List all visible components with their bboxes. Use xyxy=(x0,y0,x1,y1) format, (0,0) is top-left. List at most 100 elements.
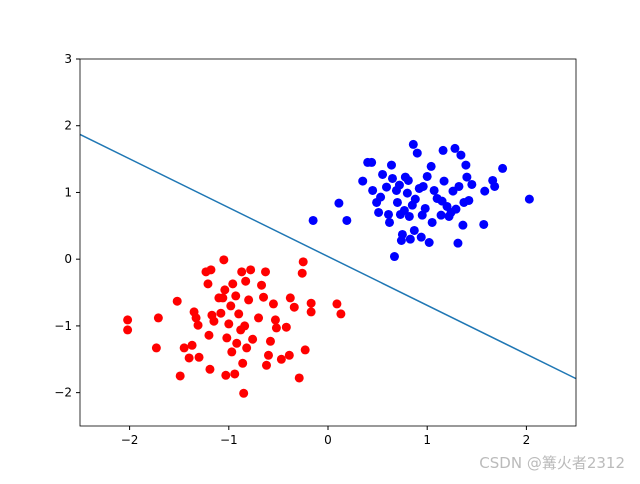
point xyxy=(224,319,234,329)
point xyxy=(416,232,426,242)
point xyxy=(257,280,267,290)
y-tick-label: −1 xyxy=(54,319,72,333)
x-tick-label: −2 xyxy=(121,433,139,447)
x-tick-label: 2 xyxy=(523,433,531,447)
point xyxy=(242,343,252,353)
point xyxy=(259,292,269,302)
point xyxy=(424,238,434,247)
point xyxy=(389,252,399,262)
point xyxy=(268,299,278,309)
point xyxy=(206,265,216,275)
point xyxy=(241,276,251,286)
y-tick-label: 0 xyxy=(64,252,72,266)
point xyxy=(204,330,214,340)
point xyxy=(230,369,240,379)
point xyxy=(179,343,189,353)
point xyxy=(172,296,182,306)
point xyxy=(151,343,161,353)
point xyxy=(378,169,388,179)
point xyxy=(384,209,394,219)
point xyxy=(246,265,256,275)
point xyxy=(298,257,308,267)
point xyxy=(263,350,273,360)
point xyxy=(222,333,232,343)
point xyxy=(265,336,275,346)
point xyxy=(458,220,468,230)
point xyxy=(490,181,500,191)
point xyxy=(439,176,449,186)
point xyxy=(306,298,316,308)
point xyxy=(342,215,352,225)
point xyxy=(226,301,236,311)
point xyxy=(408,139,418,149)
point xyxy=(203,279,213,289)
point xyxy=(232,338,242,348)
point xyxy=(194,352,204,362)
point xyxy=(308,215,318,225)
point xyxy=(374,207,384,217)
point xyxy=(240,321,250,331)
point xyxy=(450,143,460,153)
point xyxy=(284,350,294,360)
y-tick-label: −2 xyxy=(54,386,72,400)
point xyxy=(332,299,342,309)
point xyxy=(368,185,378,195)
point xyxy=(399,205,409,215)
point xyxy=(285,293,295,303)
point xyxy=(438,145,448,155)
point xyxy=(271,323,281,333)
y-tick-label: 1 xyxy=(64,185,72,199)
point xyxy=(387,173,397,183)
point xyxy=(404,211,414,221)
point xyxy=(410,194,420,204)
point xyxy=(219,255,229,265)
point xyxy=(248,334,258,344)
point xyxy=(451,204,461,214)
point xyxy=(306,307,316,317)
point xyxy=(376,192,386,202)
point xyxy=(294,373,304,383)
point xyxy=(276,354,286,364)
x-tick-label: 1 xyxy=(423,433,431,447)
point xyxy=(385,217,395,227)
point xyxy=(227,347,237,357)
point xyxy=(479,219,489,229)
watermark: CSDN @篝火者2312 xyxy=(479,454,625,472)
point xyxy=(394,180,404,190)
point xyxy=(297,268,307,278)
point xyxy=(234,309,244,319)
point xyxy=(205,364,215,374)
point xyxy=(397,229,407,239)
point xyxy=(231,291,241,301)
x-tick-label: −1 xyxy=(220,433,238,447)
point xyxy=(191,313,201,323)
point xyxy=(498,163,508,173)
point xyxy=(153,313,163,323)
point xyxy=(453,238,463,248)
point xyxy=(175,371,185,381)
point xyxy=(462,172,472,182)
point xyxy=(220,285,230,295)
point xyxy=(334,198,344,208)
point xyxy=(412,148,422,158)
point xyxy=(289,302,299,312)
point xyxy=(358,176,368,186)
y-tick-label: 3 xyxy=(64,52,72,66)
point xyxy=(261,267,271,277)
point xyxy=(228,279,238,289)
point xyxy=(193,320,203,330)
point xyxy=(454,181,464,191)
point xyxy=(239,388,249,398)
point xyxy=(382,182,392,192)
point xyxy=(209,316,219,326)
point xyxy=(422,171,432,181)
x-tick-label: 0 xyxy=(324,433,332,447)
point xyxy=(426,161,436,171)
point xyxy=(300,345,310,355)
point xyxy=(464,195,474,205)
y-tick-label: 2 xyxy=(64,119,72,133)
point xyxy=(218,293,228,303)
point xyxy=(254,313,264,323)
point xyxy=(436,210,446,220)
